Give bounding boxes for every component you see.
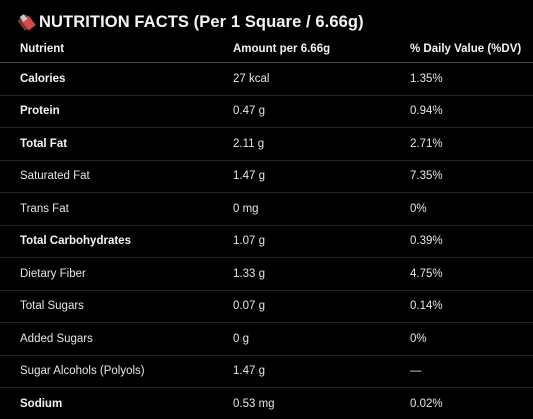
amount-cell: 0.53 mg (233, 397, 275, 410)
nutrient-cell: Protein (0, 95, 233, 128)
table-row: Calories 27 kcal 1.35% (0, 62, 533, 96)
nutrient-cell: Trans Fat (0, 192, 233, 226)
table-row: Added Sugars 0 g 0% (0, 322, 533, 356)
table-header-row: Nutrient Amount per 6.66g % Daily Value … (0, 36, 533, 63)
nutrient-cell: Total Sugars (0, 290, 233, 323)
column-header-amount: Amount per 6.66g (233, 36, 410, 63)
nutrient-cell: Added Sugars (0, 322, 233, 356)
page-title: NUTRITION FACTS (Per 1 Square / 6.66g) (39, 12, 364, 31)
table-row: Sodium 0.53 mg 0.02% (0, 388, 533, 419)
amount-cell: 2.11 g (233, 127, 410, 161)
amount-cell: 0.47 g (233, 95, 410, 128)
daily-value-cell: 4.75% (410, 257, 533, 291)
daily-value-cell: — (410, 355, 533, 388)
daily-value-cell: 0.02% (410, 397, 443, 410)
table-row: Total Carbohydrates 1.07 g 0.39% (0, 225, 533, 258)
nutrition-table: Nutrient Amount per 6.66g % Daily Value … (0, 36, 533, 419)
nutrient-cell: Total Fat (0, 127, 233, 161)
nutrient-cell: Sodium (20, 397, 63, 410)
title-row: NUTRITION FACTS (Per 1 Square / 6.66g) (17, 10, 364, 34)
daily-value-cell: 0% (410, 322, 533, 356)
amount-cell: 0.07 g (233, 290, 410, 323)
nutrient-cell: Dietary Fiber (0, 257, 233, 291)
table-row: Total Sugars 0.07 g 0.14% (0, 290, 533, 323)
nutrient-cell: Total Carbohydrates (0, 225, 233, 258)
amount-cell: 27 kcal (233, 62, 410, 96)
amount-cell: 1.33 g (233, 257, 410, 291)
daily-value-cell: 0.39% (410, 225, 533, 258)
daily-value-cell: 2.71% (410, 127, 533, 161)
daily-value-cell: 7.35% (410, 160, 533, 193)
chocolate-bar-icon (17, 13, 36, 32)
table-row: Dietary Fiber 1.33 g 4.75% (0, 257, 533, 291)
daily-value-cell: 1.35% (410, 62, 533, 96)
amount-cell: 1.47 g (233, 160, 410, 193)
column-header-nutrient: Nutrient (0, 36, 233, 63)
daily-value-cell: 0% (410, 192, 533, 226)
amount-cell: 1.07 g (233, 225, 410, 258)
table-row: Saturated Fat 1.47 g 7.35% (0, 160, 533, 193)
nutrient-cell: Calories (0, 62, 233, 96)
table-row: Sugar Alcohols (Polyols) 1.47 g — (0, 355, 533, 388)
table-row: Trans Fat 0 mg 0% (0, 192, 533, 226)
nutrient-cell: Saturated Fat (0, 160, 233, 193)
daily-value-cell: 0.14% (410, 290, 533, 323)
amount-cell: 0 mg (233, 192, 410, 226)
daily-value-cell: 0.94% (410, 95, 533, 128)
column-header-daily-value: % Daily Value (%DV) (410, 36, 533, 63)
amount-cell: 1.47 g (233, 355, 410, 388)
table-row: Protein 0.47 g 0.94% (0, 95, 533, 128)
amount-cell: 0 g (233, 322, 410, 356)
nutrient-cell: Sugar Alcohols (Polyols) (0, 355, 233, 388)
table-row: Total Fat 2.11 g 2.71% (0, 127, 533, 161)
